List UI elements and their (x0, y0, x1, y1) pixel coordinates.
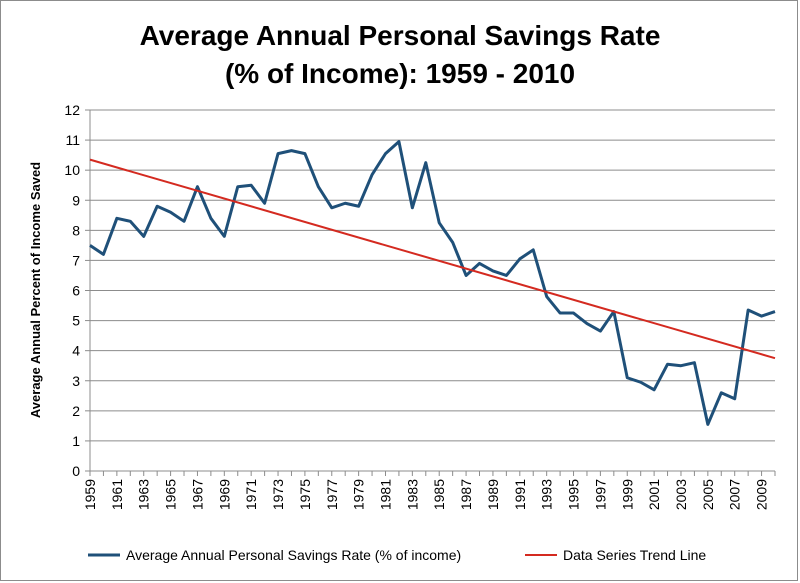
x-tick-label-1987: 1987 (458, 479, 474, 510)
x-tick-label-2007: 2007 (727, 479, 743, 510)
x-tick-label-1961: 1961 (109, 479, 125, 510)
legend-label-trend: Data Series Trend Line (563, 547, 706, 563)
x-axis-ticks: 1959 1961 1963 1965 1967 1969 1971 1973 1975 1977… (82, 471, 776, 510)
x-tick-label-1997: 1997 (592, 479, 608, 510)
x-tick-label-2003: 2003 (673, 479, 689, 510)
y-tick-label-12: 12 (64, 102, 80, 118)
series-line-savings (89, 140, 776, 426)
y-tick-label-5: 5 (72, 313, 80, 329)
y-axis-label: Average Annual Percent of Income Saved (28, 162, 43, 418)
x-tick-label-1959: 1959 (82, 479, 98, 510)
x-tick-label-1989: 1989 (485, 479, 501, 510)
x-tick-label-1995: 1995 (566, 479, 582, 510)
series-line-trend (89, 158, 776, 360)
chart-title-line-1: Average Annual Personal Savings Rate (139, 20, 661, 51)
gridlines (90, 109, 775, 442)
y-tick-label-6: 6 (72, 283, 80, 299)
x-tick-label-2009: 2009 (754, 479, 770, 510)
y-tick-label-8: 8 (72, 222, 80, 238)
x-tick-label-2005: 2005 (700, 479, 716, 510)
y-tick-label-3: 3 (72, 373, 80, 389)
x-tick-label-1991: 1991 (512, 479, 528, 510)
y-tick-label-7: 7 (72, 252, 80, 268)
chart-title-line-2: (% of Income): 1959 - 2010 (224, 58, 576, 89)
x-tick-label-1981: 1981 (377, 479, 393, 510)
y-tick-label-10: 10 (64, 162, 80, 178)
y-tick-label-11: 11 (65, 132, 80, 148)
x-tick-label-1963: 1963 (136, 479, 152, 510)
series-group (89, 140, 776, 426)
x-tick-label-1969: 1969 (216, 479, 232, 510)
y-tick-label-9: 9 (72, 192, 80, 208)
x-tick-label-1985: 1985 (431, 479, 447, 510)
axes (89, 110, 775, 472)
x-tick-label-2001: 2001 (646, 479, 662, 510)
y-tick-label-4: 4 (72, 343, 80, 359)
x-tick-label-1971: 1971 (243, 479, 259, 510)
x-tick-label-1999: 1999 (619, 479, 635, 510)
legend-label-savings: Average Annual Personal Savings Rate (% … (126, 547, 461, 563)
x-tick-label-1965: 1965 (163, 479, 179, 510)
x-tick-label-1977: 1977 (324, 479, 340, 510)
y-tick-label-1: 1 (72, 433, 80, 449)
x-tick-label-1983: 1983 (404, 479, 420, 510)
y-tick-label-2: 2 (72, 403, 80, 419)
x-tick-label-1979: 1979 (351, 479, 367, 510)
y-tick-label-0: 0 (72, 463, 80, 479)
x-tick-label-1993: 1993 (539, 479, 555, 510)
x-tick-label-1975: 1975 (297, 479, 313, 510)
x-tick-label-1967: 1967 (189, 479, 205, 510)
x-tick-label-1973: 1973 (270, 479, 286, 510)
legend: Average Annual Personal Savings Rate (% … (88, 547, 706, 563)
